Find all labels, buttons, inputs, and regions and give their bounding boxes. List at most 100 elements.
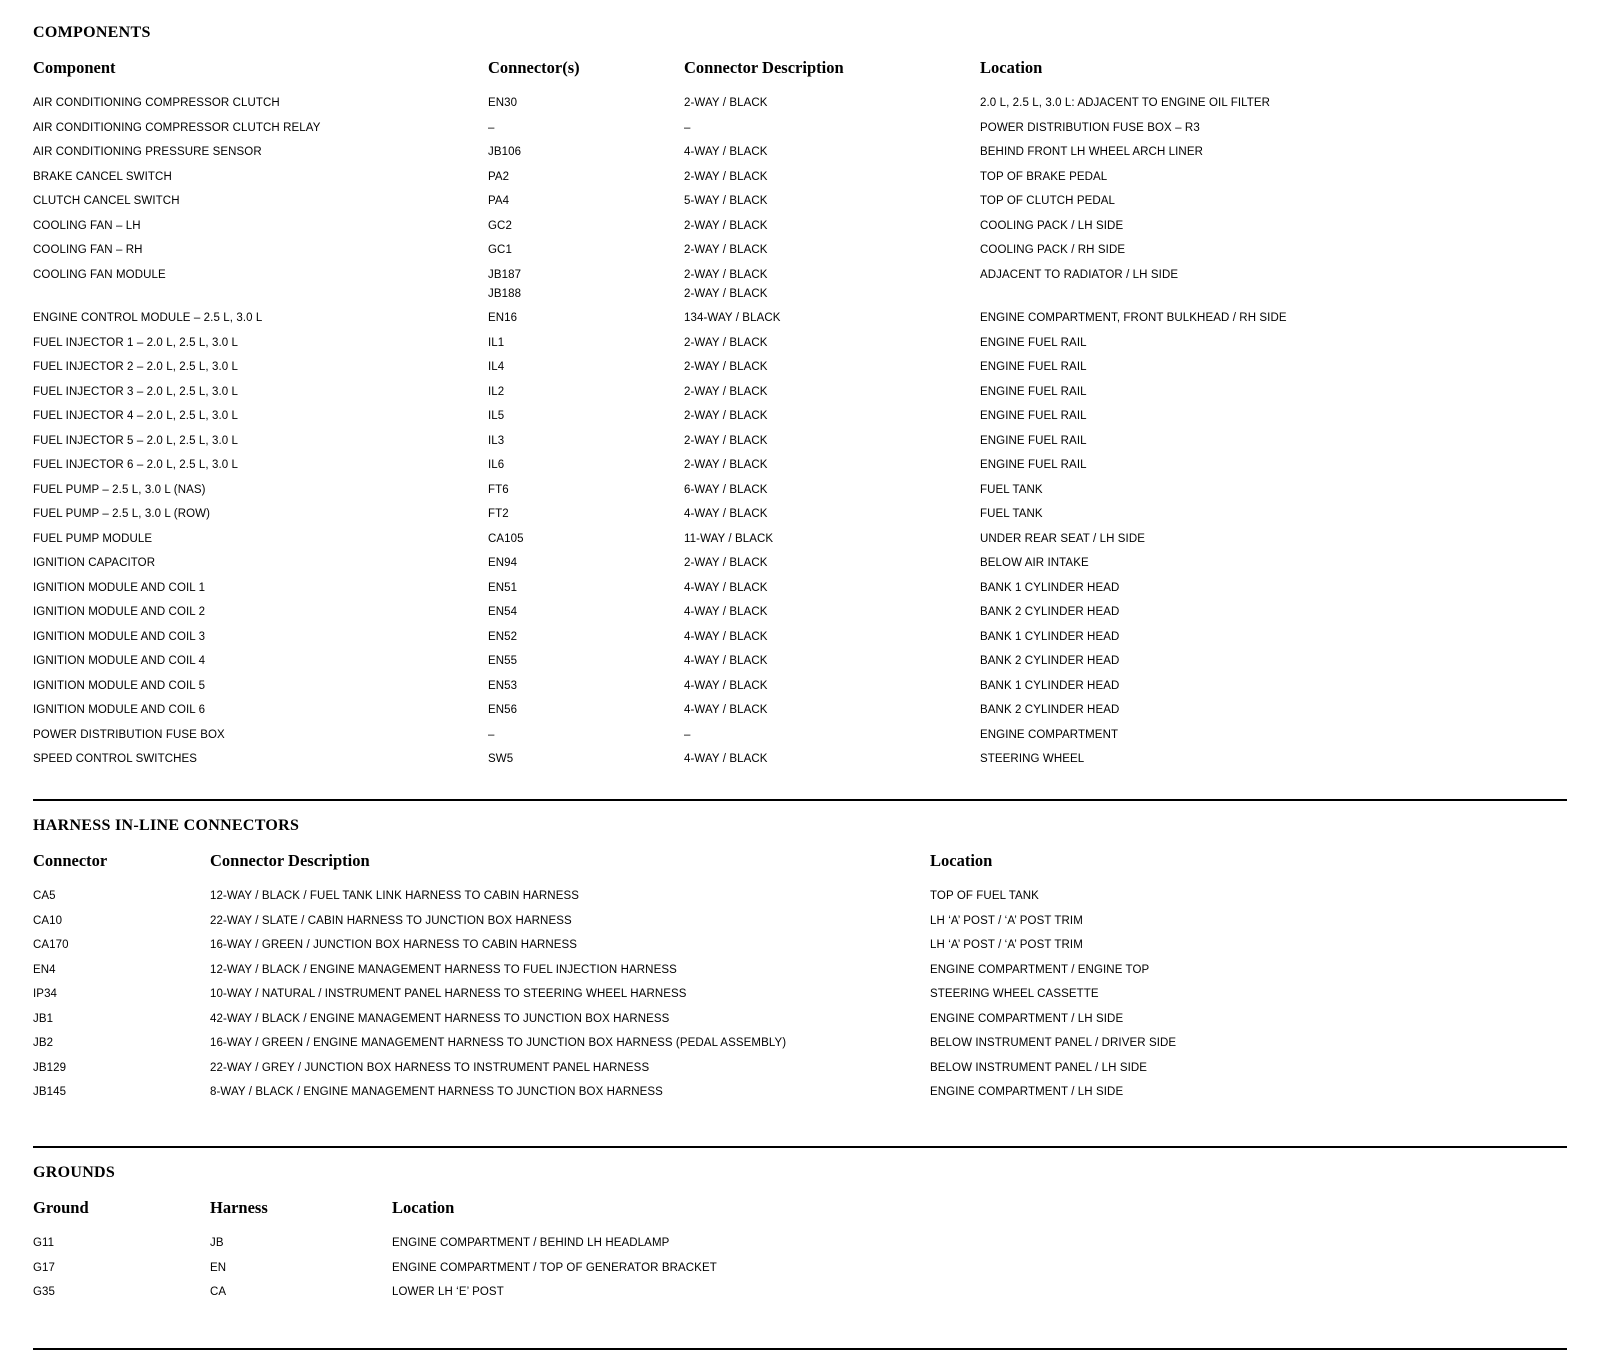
cell-location: ENGINE FUEL RAIL	[980, 361, 1087, 373]
cell-description: 4-WAY / BLACK	[684, 146, 768, 158]
table-row: COOLING FAN – RH GC1 2-WAY / BLACK COOLING …	[33, 241, 1567, 260]
cell-location: ENGINE COMPARTMENT, FRONT BULKHEAD / RH …	[980, 312, 1287, 324]
table-row: IGNITION MODULE AND COIL 5 EN53 4-WAY / BL…	[33, 677, 1567, 696]
cell-description: 2-WAY / BLACK 2-WAY / BLACK	[684, 268, 768, 300]
table-row: G35 CA LOWER LH ‘E’ POST	[33, 1283, 1567, 1302]
cell-connector: JB106	[488, 146, 522, 158]
column-header-connector-description: Connector Description	[684, 58, 844, 77]
cell-component: IGNITION MODULE AND COIL 3	[33, 630, 206, 643]
table-row: CA170 16-WAY / GREEN / JUNCTION BOX HARNE…	[33, 936, 1567, 955]
cell-connector: PA2	[488, 170, 510, 183]
cell-description: 4-WAY / BLACK	[684, 679, 768, 692]
cell-connector: CA170	[33, 939, 69, 951]
table-row: FUEL INJECTOR 4 – 2.0 L, 2.5 L, 3.0 L IL5…	[33, 407, 1567, 426]
cell-location: ENGINE FUEL RAIL	[980, 385, 1087, 398]
table-row: CLUTCH CANCEL SWITCH PA4 5-WAY / BLACK TOP …	[33, 192, 1567, 211]
table-row: FUEL INJECTOR 1 – 2.0 L, 2.5 L, 3.0 L IL1…	[33, 334, 1567, 353]
cell-connector: IL5	[488, 410, 505, 422]
components-header-row: Component Connector(s) Connector Descrip…	[33, 58, 1567, 78]
cell-component: AIR CONDITIONING COMPRESSOR CLUTCH RELAY	[33, 121, 321, 134]
table-row: FUEL INJECTOR 5 – 2.0 L, 2.5 L, 3.0 L IL3…	[33, 432, 1567, 451]
cell-connector: JB145	[33, 1086, 67, 1098]
cell-component: FUEL PUMP MODULE	[33, 532, 153, 545]
cell-description: 4-WAY / BLACK	[684, 606, 768, 618]
table-row: FUEL INJECTOR 2 – 2.0 L, 2.5 L, 3.0 L IL4…	[33, 358, 1567, 377]
table-row: IGNITION MODULE AND COIL 4 EN55 4-WAY / BL…	[33, 652, 1567, 671]
cell-connector: PA4	[488, 195, 510, 207]
cell-location: LH ‘A’ POST / ‘A’ POST TRIM	[930, 914, 1083, 927]
cell-component: AIR CONDITIONING PRESSURE SENSOR	[33, 146, 262, 158]
cell-description: 2-WAY / BLACK	[684, 170, 768, 183]
cell-component: FUEL PUMP – 2.5 L, 3.0 L (NAS)	[33, 483, 206, 496]
cell-connector: –	[488, 728, 495, 741]
cell-location: ENGINE FUEL RAIL	[980, 459, 1087, 471]
cell-connector: IL3	[488, 434, 505, 447]
cell-connector: EN4	[33, 963, 56, 976]
column-header-location: Location	[392, 1198, 455, 1217]
column-header-connector-description: Connector Description	[210, 851, 370, 870]
section-divider	[33, 799, 1567, 801]
grounds-section-title: GROUNDS	[33, 1164, 116, 1181]
cell-component: IGNITION MODULE AND COIL 1	[33, 581, 206, 594]
cell-location: COOLING PACK / RH SIDE	[980, 244, 1126, 256]
cell-location: BANK 2 CYLINDER HEAD	[980, 606, 1120, 618]
cell-description: 6-WAY / BLACK	[684, 483, 768, 496]
cell-location: TOP OF BRAKE PEDAL	[980, 170, 1108, 183]
table-row: POWER DISTRIBUTION FUSE BOX – – ENGINE COMP…	[33, 726, 1567, 745]
cell-connector: FT2	[488, 508, 509, 520]
cell-component: COOLING FAN MODULE	[33, 268, 166, 281]
harness-section: HARNESS IN-LINE CONNECTORS Connector Con…	[33, 817, 1567, 1102]
cell-location: ENGINE FUEL RAIL	[980, 410, 1087, 422]
cell-description: 22-WAY / SLATE / CABIN HARNESS TO JUNCTI…	[210, 914, 572, 927]
table-row: CA10 22-WAY / SLATE / CABIN HARNESS TO JU…	[33, 912, 1567, 931]
cell-description: 2-WAY / BLACK	[684, 434, 768, 447]
cell-description: –	[684, 728, 691, 741]
cell-component: FUEL INJECTOR 1 – 2.0 L, 2.5 L, 3.0 L	[33, 336, 239, 349]
cell-description: 8-WAY / BLACK / ENGINE MANAGEMENT HARNES…	[210, 1086, 663, 1098]
cell-location: BELOW INSTRUMENT PANEL / LH SIDE	[930, 1061, 1148, 1074]
cell-description: 42-WAY / BLACK / ENGINE MANAGEMENT HARNE…	[210, 1012, 670, 1025]
table-row: FUEL INJECTOR 6 – 2.0 L, 2.5 L, 3.0 L IL6…	[33, 456, 1567, 475]
cell-connector: JB129	[33, 1061, 67, 1074]
cell-connector: IL4	[488, 361, 505, 373]
column-header-connectors: Connector(s)	[488, 58, 580, 77]
cell-location: BANK 1 CYLINDER HEAD	[980, 630, 1120, 643]
cell-location: ENGINE FUEL RAIL	[980, 336, 1087, 349]
cell-component: ENGINE CONTROL MODULE – 2.5 L, 3.0 L	[33, 312, 263, 324]
cell-location: ENGINE COMPARTMENT / BEHIND LH HEADLAMP	[392, 1237, 670, 1249]
cell-connector: EN52	[488, 630, 518, 643]
cell-location: ADJACENT TO RADIATOR / LH SIDE	[980, 268, 1179, 281]
cell-location: TOP OF FUEL TANK	[930, 890, 1039, 902]
cell-component: IGNITION MODULE AND COIL 2	[33, 606, 206, 618]
table-row: COOLING FAN – LH GC2 2-WAY / BLACK COOLING …	[33, 217, 1567, 236]
cell-component: CLUTCH CANCEL SWITCH	[33, 195, 180, 207]
column-header-connector: Connector	[33, 851, 108, 870]
cell-description: 16-WAY / GREEN / ENGINE MANAGEMENT HARNE…	[210, 1037, 787, 1049]
cell-description: 4-WAY / BLACK	[684, 704, 768, 716]
cell-location: BELOW AIR INTAKE	[980, 557, 1089, 569]
cell-description: 2-WAY / BLACK	[684, 361, 768, 373]
cell-location: BEHIND FRONT LH WHEEL ARCH LINER	[980, 146, 1204, 158]
cell-connector: EN94	[488, 557, 518, 569]
table-row: IGNITION MODULE AND COIL 6 EN56 4-WAY / BL…	[33, 701, 1567, 720]
cell-connector: FT6	[488, 483, 509, 496]
table-row: IGNITION MODULE AND COIL 2 EN54 4-WAY / BL…	[33, 603, 1567, 622]
cell-component: IGNITION MODULE AND COIL 6	[33, 704, 206, 716]
cell-location: LH ‘A’ POST / ‘A’ POST TRIM	[930, 939, 1083, 951]
cell-description: 2-WAY / BLACK	[684, 336, 768, 349]
cell-description: 2-WAY / BLACK	[684, 97, 768, 109]
table-row: JB145 8-WAY / BLACK / ENGINE MANAGEMENT H…	[33, 1083, 1567, 1102]
cell-description: 2-WAY / BLACK	[684, 410, 768, 422]
cell-description: 2-WAY / BLACK	[684, 459, 768, 471]
cell-connector: EN51	[488, 581, 518, 594]
table-row: BRAKE CANCEL SWITCH PA2 2-WAY / BLACK TOP O…	[33, 168, 1567, 187]
table-row: JB1 42-WAY / BLACK / ENGINE MANAGEMENT HA…	[33, 1010, 1567, 1029]
cell-connector: EN53	[488, 679, 518, 692]
cell-connector: EN16	[488, 312, 518, 324]
table-row: G17 EN ENGINE COMPARTMENT / TOP OF GENERAT…	[33, 1259, 1567, 1278]
table-row: IGNITION MODULE AND COIL 1 EN51 4-WAY / BL…	[33, 579, 1567, 598]
cell-location: 2.0 L, 2.5 L, 3.0 L: ADJACENT TO ENGINE …	[980, 97, 1271, 109]
cell-location: BELOW INSTRUMENT PANEL / DRIVER SIDE	[930, 1037, 1177, 1049]
cell-description: 11-WAY / BLACK	[684, 532, 774, 545]
table-row: EN4 12-WAY / BLACK / ENGINE MANAGEMENT HA…	[33, 961, 1567, 980]
